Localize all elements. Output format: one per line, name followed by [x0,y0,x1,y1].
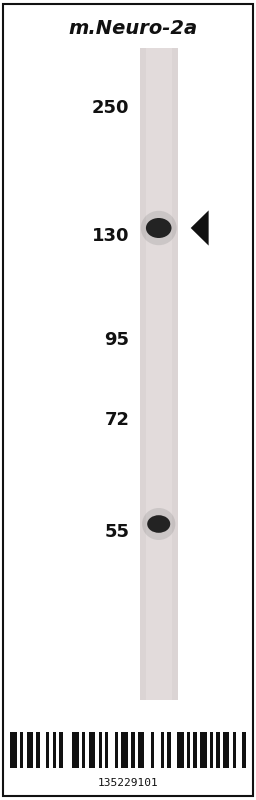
Bar [146,48,172,700]
Ellipse shape [146,218,172,238]
Bar [223,732,229,768]
Bar [200,732,207,768]
Bar [27,732,33,768]
Text: m.Neuro-2a: m.Neuro-2a [69,18,198,38]
Bar [72,732,79,768]
Bar [131,732,135,768]
Ellipse shape [141,210,177,245]
Bar [36,732,40,768]
Bar [59,732,62,768]
Bar [216,732,220,768]
Bar [210,732,213,768]
Bar [53,732,56,768]
Bar [82,732,86,768]
Bar [167,732,170,768]
Bar [161,732,164,768]
Bar [242,732,246,768]
Bar [151,732,154,768]
Bar [138,732,144,768]
Bar [233,732,236,768]
Bar [10,732,17,768]
Bar [20,732,23,768]
Bar [89,732,95,768]
Bar [46,732,49,768]
Bar [194,732,197,768]
Text: 55: 55 [104,523,129,541]
Text: 130: 130 [92,227,129,245]
Bar [177,732,184,768]
Bar [105,732,108,768]
Bar [140,48,178,700]
Text: 135229101: 135229101 [98,778,158,787]
Ellipse shape [142,508,175,540]
Ellipse shape [147,515,170,533]
Text: 72: 72 [104,411,129,429]
Text: 250: 250 [92,99,129,117]
Bar [187,732,190,768]
Text: 95: 95 [104,331,129,349]
Bar [121,732,128,768]
Polygon shape [191,210,209,246]
Bar [115,732,118,768]
Bar [99,732,102,768]
